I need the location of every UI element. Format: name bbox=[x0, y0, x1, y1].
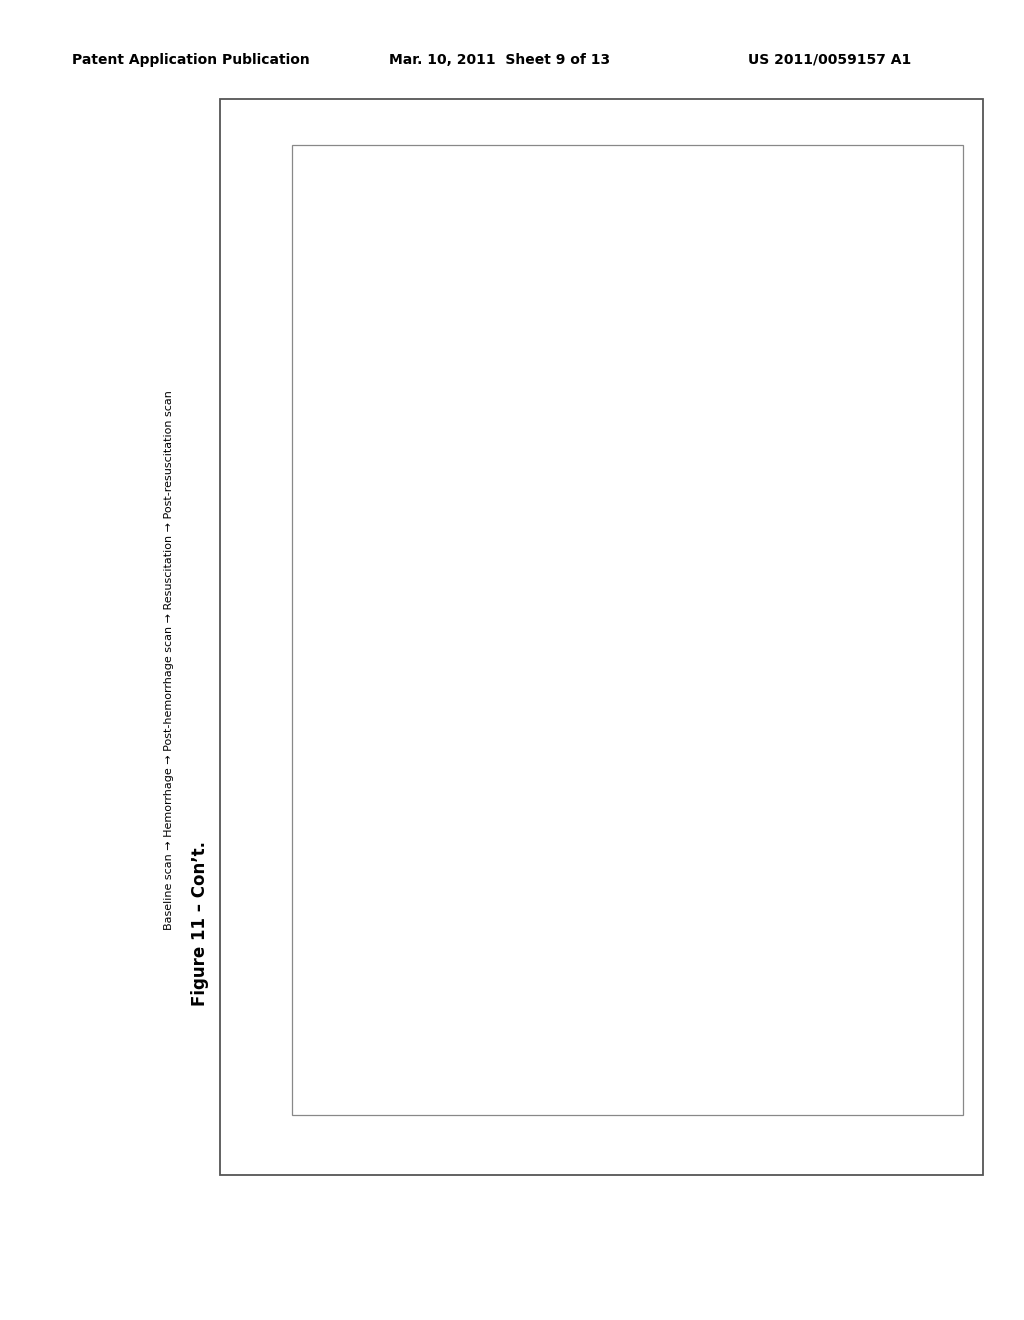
Text: Baseline scan → Hemorrhage → Post-hemorrhage scan → Resuscitation → Post-resusci: Baseline scan → Hemorrhage → Post-hemorr… bbox=[164, 391, 174, 929]
Text: US 2011/0059157 A1: US 2011/0059157 A1 bbox=[748, 53, 910, 67]
Text: Figure 11 – Con’t.: Figure 11 – Con’t. bbox=[190, 842, 209, 1006]
Text: Mar. 10, 2011  Sheet 9 of 13: Mar. 10, 2011 Sheet 9 of 13 bbox=[389, 53, 610, 67]
Text: Patent Application Publication: Patent Application Publication bbox=[72, 53, 309, 67]
